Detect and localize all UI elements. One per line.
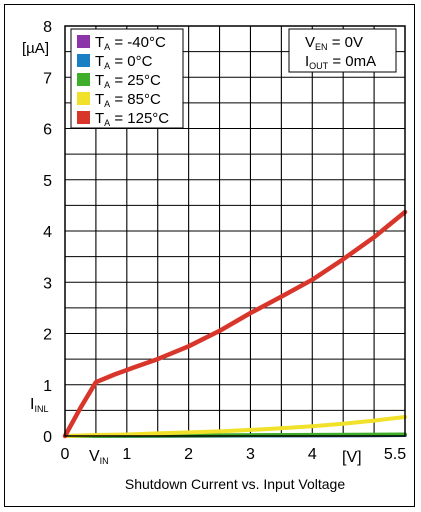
series-line-4 [63, 415, 407, 438]
legend-swatch [77, 92, 90, 105]
x-axis-marker: VIN [89, 448, 109, 466]
y-axis-unit: [µA] [22, 40, 49, 57]
legend-swatch [77, 111, 90, 124]
plot-border [64, 25, 406, 437]
y-tick-label: 1 [43, 378, 52, 395]
legend: TA = -40°CTA = 0°CTA = 25°CTA = 85°CTA =… [70, 28, 184, 129]
x-tick-label: 2 [184, 446, 193, 463]
chart-frame [4, 4, 415, 507]
y-tick-label: 3 [43, 275, 52, 292]
legend-entry: TA = -40°C [95, 34, 166, 52]
conditions-frame [288, 28, 397, 73]
chart-title: Shutdown Current vs. Input Voltage [125, 476, 345, 492]
legend-swatch [77, 54, 90, 67]
x-tick-label: 0 [61, 446, 70, 463]
legend-swatch [77, 73, 90, 86]
y-tick-labels: 0 1 2 3 4 5 6 7 8 [43, 19, 52, 446]
y-tick-label: 4 [43, 224, 52, 241]
x-tick-label: 3 [246, 446, 255, 463]
y-tick-label: 0 [43, 429, 52, 446]
y-tick-label: 2 [43, 327, 52, 344]
condition-entry: VEN = 0V [305, 34, 363, 52]
series-line-5 [62, 209, 408, 439]
x-axis-unit: [V] [342, 449, 362, 466]
y-tick-label: 6 [43, 122, 52, 139]
legend-entry: TA = 125°C [95, 110, 169, 128]
legend-entry: TA = 0°C [95, 53, 153, 71]
legend-entry: TA = 85°C [95, 91, 161, 109]
x-tick-label: 5.5 [384, 446, 406, 463]
legend-entry: TA = 25°C [95, 72, 161, 90]
y-tick-label: 5 [43, 173, 52, 190]
x-tick-label: 1 [122, 446, 131, 463]
y-tick-label: 7 [43, 70, 52, 87]
y-tick-label: 8 [43, 19, 52, 36]
legend-swatch [77, 35, 90, 48]
condition-entry: IOUT = 0mA [305, 53, 376, 71]
x-tick-label: 4 [308, 446, 317, 463]
y-axis-marker: IINL [30, 396, 48, 414]
x-tick-labels: 0 1 2 3 4 5.5 [61, 446, 407, 463]
